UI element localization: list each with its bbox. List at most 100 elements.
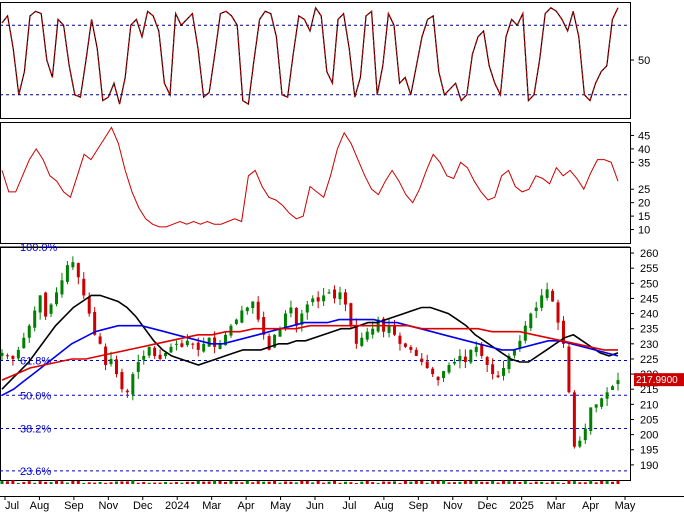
x-tick-label: Apr [582, 500, 599, 512]
volume-bar [180, 482, 184, 484]
candle-body [567, 346, 571, 393]
price-tick-label: 255 [640, 263, 658, 275]
candle-body [158, 354, 162, 359]
candle-body [387, 325, 391, 333]
volume-bar [316, 480, 320, 484]
volume-bar [371, 482, 375, 484]
candle-body [561, 320, 565, 344]
volume-bar [611, 481, 615, 484]
volume-bar [213, 480, 217, 484]
volume-bar [240, 482, 244, 484]
candle-body [485, 357, 489, 366]
candle-body [71, 262, 75, 268]
volume-bar [387, 481, 391, 484]
candle-body [109, 358, 113, 365]
volume-bar [202, 481, 206, 484]
volume-bar [33, 482, 37, 484]
volume-bar [153, 482, 157, 484]
volume-bar [403, 480, 407, 484]
volume-bar [158, 482, 162, 484]
volume-bar [224, 481, 228, 484]
volume-bar [458, 481, 462, 484]
x-tick-label: Mar [202, 500, 221, 512]
volume-bar [360, 481, 364, 484]
volume-bar [164, 482, 168, 484]
volume-bar [289, 481, 293, 484]
candle-body [371, 328, 375, 335]
volume-bar [365, 480, 369, 484]
candle-body [251, 301, 255, 309]
candle-body [518, 340, 522, 348]
panel-frames [0, 2, 684, 497]
candle-body [583, 428, 587, 441]
candle-body [38, 295, 42, 313]
volume-bar [294, 482, 298, 484]
x-tick-label: Mar [547, 500, 566, 512]
candle-body [104, 346, 108, 366]
volume-bar [169, 482, 173, 484]
candle-body [556, 302, 560, 323]
candle-body [98, 336, 102, 344]
moving-average-line [1, 318, 619, 397]
candle-body [403, 343, 407, 347]
candle-body [502, 368, 506, 376]
candle-body [180, 343, 184, 347]
volume-bar [392, 481, 396, 484]
x-tick-label: May [270, 500, 291, 512]
candle-body [512, 349, 516, 356]
volume-bar [322, 482, 326, 484]
candle-body [234, 319, 238, 324]
price-tick-label: 190 [640, 460, 658, 472]
candle-body [0, 352, 4, 356]
x-tick-label: 2024 [165, 500, 189, 512]
volume-bar [114, 481, 118, 484]
volume-bar [616, 480, 620, 484]
price-tick-label: 235 [640, 324, 658, 336]
volume-bar [496, 482, 500, 484]
price-tick-label: 200 [640, 430, 658, 442]
volume-bar [349, 482, 353, 484]
candle-body [398, 335, 402, 344]
volume-bar [338, 482, 342, 484]
candle-body [289, 307, 293, 314]
candle-body [300, 313, 304, 325]
candle-body [572, 392, 576, 447]
x-tick-label: Dec [477, 500, 497, 512]
x-tick-label: Aug [374, 500, 394, 512]
x-tick-label: 2025 [509, 500, 533, 512]
volume-bar [27, 481, 31, 484]
candle-body [240, 310, 244, 323]
candle-body [354, 325, 358, 344]
volume-bar [311, 482, 315, 484]
volume-bar [512, 481, 516, 484]
candle-body [551, 290, 555, 302]
volume-bar [38, 481, 42, 484]
candle-body [322, 295, 326, 302]
adx-line [1, 126, 619, 228]
volume-bar [196, 480, 200, 484]
x-tick-label: Sep [409, 500, 429, 512]
volume-bar [589, 480, 593, 484]
volume-bar [87, 482, 91, 484]
x-tick-label: Sep [64, 500, 84, 512]
candle-body [578, 440, 582, 447]
volume-bar [55, 480, 59, 484]
volume-bar [545, 482, 549, 484]
candle-body [507, 355, 511, 370]
volume-bar [142, 481, 146, 484]
volume-bar [191, 482, 195, 484]
x-tick-label: Nov [443, 500, 463, 512]
candle-body [76, 263, 80, 278]
volume-bar [583, 482, 587, 484]
volume-bar [480, 481, 484, 484]
volume-bar [398, 482, 402, 484]
x-axis: Jul Aug Sep Nov Dec 2024 Mar Apr May Jun Jul Aug Sep… [4, 496, 636, 512]
volume-bar [333, 480, 337, 484]
candle-body [278, 328, 282, 337]
volume-bar [491, 480, 495, 484]
adx-tick-label: 15 [638, 211, 650, 223]
candle-body [213, 337, 217, 347]
candle-body [229, 325, 233, 336]
candle-body [27, 325, 31, 338]
